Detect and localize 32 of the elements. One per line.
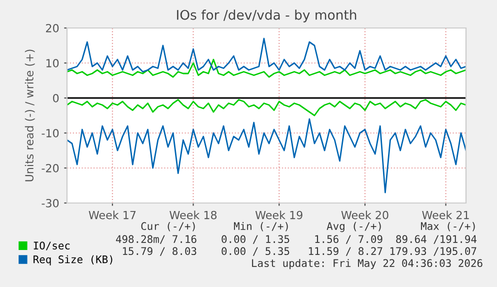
y-tick-label: 10 xyxy=(46,58,59,68)
y-tick-label: -20 xyxy=(42,164,59,172)
text: 89.64 /191.94 xyxy=(396,235,477,244)
text: Cur (-/+) xyxy=(141,222,195,232)
chart-title: IOs for /dev/vda - by month xyxy=(177,10,356,22)
x-tick-label: Week 17 xyxy=(88,210,136,220)
text: Max (-/+) xyxy=(420,222,475,232)
line-series xyxy=(67,38,466,72)
x-tick-label: Week 18 xyxy=(170,210,217,220)
text: 1.56 / 7.09 xyxy=(315,235,382,244)
y-tick-label: -10 xyxy=(42,128,59,138)
line-series xyxy=(67,118,466,194)
text: Last update: Fri May 22 04:36:03 2026 xyxy=(252,258,482,270)
text: 11.59 / 8.27 xyxy=(309,247,382,256)
y-tick-label: -30 xyxy=(42,198,59,208)
text: Avg (-/+) xyxy=(326,222,381,232)
text: 0.00 / 1.35 xyxy=(222,235,290,244)
text: 0.00 / 5.35 xyxy=(222,247,290,256)
x-tick-label: Week 19 xyxy=(255,210,302,220)
line-series xyxy=(67,99,466,116)
text: 15.79 / 8.03 xyxy=(123,247,196,256)
text: 179.93 /195.07 xyxy=(390,247,476,256)
legend-label: Req Size (KB) xyxy=(34,255,112,266)
x-tick-label: Week 21 xyxy=(422,210,469,220)
text: 498.28m/ 7.16 xyxy=(116,235,196,244)
legend-label: IO/sec xyxy=(34,242,70,250)
line-series xyxy=(67,58,466,78)
y-tick-label: 0 xyxy=(53,94,59,102)
text: Min (-/+) xyxy=(234,222,288,232)
y-tick-label: 20 xyxy=(46,24,59,32)
x-tick-label: Week 20 xyxy=(341,210,388,220)
y-axis-title: Units read (-) / write (+) xyxy=(24,50,35,182)
